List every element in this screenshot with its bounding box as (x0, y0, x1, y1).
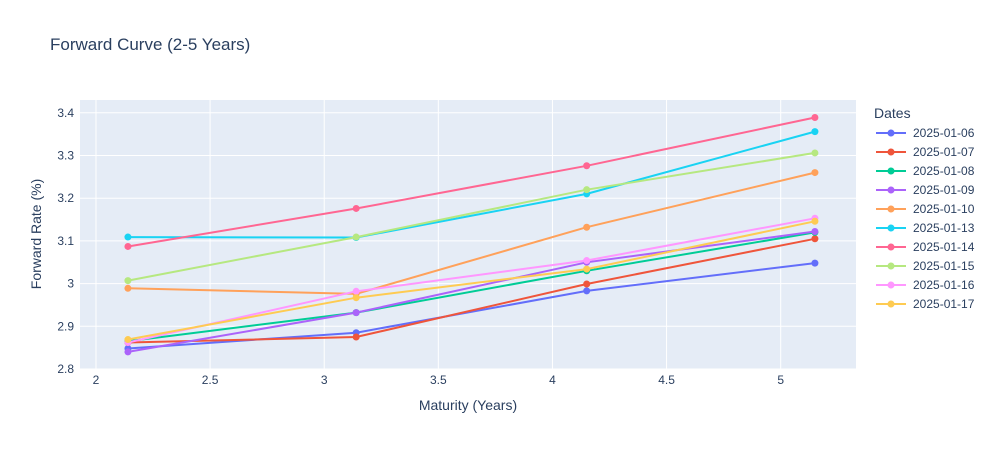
legend-label: 2025-01-08 (913, 164, 975, 178)
data-point (583, 223, 591, 231)
data-point (124, 336, 132, 344)
y-tick-label: 3 (67, 277, 74, 291)
data-point (352, 294, 360, 302)
legend-label: 2025-01-13 (913, 221, 975, 235)
legend-item[interactable]: 2025-01-16 (876, 278, 975, 292)
legend-item[interactable]: 2025-01-07 (876, 145, 975, 159)
x-axis-title: Maturity (Years) (419, 397, 517, 413)
data-point (583, 257, 591, 265)
x-tick-label: 4 (549, 373, 556, 387)
series-line (127, 151, 816, 282)
legend-item[interactable]: 2025-01-08 (876, 164, 975, 178)
series-2025-01-17 (124, 217, 819, 344)
data-point (811, 217, 819, 225)
series-2025-01-15 (124, 149, 819, 285)
x-axis-ticks: 2 2.5 3 3.5 4 4.5 5 (93, 373, 785, 387)
legend-swatch-marker (887, 186, 895, 194)
series-line (127, 237, 816, 344)
legend-item[interactable]: 2025-01-09 (876, 183, 975, 197)
data-point (583, 186, 591, 194)
legend-item[interactable]: 2025-01-14 (876, 240, 975, 254)
series-line (127, 171, 816, 295)
data-point (583, 280, 591, 288)
x-tick-label: 3 (321, 373, 328, 387)
legend-swatch-marker (887, 281, 895, 289)
series-line (127, 217, 816, 344)
legend-item[interactable]: 2025-01-13 (876, 221, 975, 235)
series-line (127, 130, 816, 239)
data-point (583, 162, 591, 170)
data-point (811, 259, 819, 267)
legend-swatch-marker (887, 148, 895, 156)
legend-item[interactable]: 2025-01-10 (876, 202, 975, 216)
y-tick-label: 3.2 (57, 191, 74, 205)
data-point (583, 265, 591, 273)
series-line (127, 220, 816, 341)
legend-swatch-marker (887, 129, 895, 137)
legend-label: 2025-01-09 (913, 183, 975, 197)
legend-swatch-marker (887, 224, 895, 232)
legend-swatch-marker (887, 300, 895, 308)
data-point (352, 333, 360, 341)
data-point (811, 114, 819, 122)
legend-swatch-marker (887, 205, 895, 213)
legend-label: 2025-01-06 (913, 126, 975, 140)
x-tick-label: 2 (93, 373, 100, 387)
chart-title: Forward Curve (2-5 Years) (50, 35, 250, 54)
data-point (811, 235, 819, 243)
data-point (124, 284, 132, 292)
x-tick-label: 3.5 (430, 373, 447, 387)
y-tick-label: 2.8 (57, 362, 74, 376)
series-2025-01-16 (124, 214, 819, 347)
x-tick-label: 4.5 (658, 373, 675, 387)
data-point (124, 233, 132, 241)
x-tick-label: 5 (777, 373, 784, 387)
series-line (127, 116, 816, 248)
legend-swatch-marker (887, 167, 895, 175)
legend-label: 2025-01-10 (913, 202, 975, 216)
legend-item[interactable]: 2025-01-06 (876, 126, 975, 140)
y-tick-label: 3.4 (57, 106, 74, 120)
legend-label: 2025-01-17 (913, 297, 975, 311)
data-point (124, 348, 132, 356)
legend-item[interactable]: 2025-01-17 (876, 297, 975, 311)
legend-label: 2025-01-15 (913, 259, 975, 273)
legend-label: 2025-01-14 (913, 240, 975, 254)
y-axis-ticks: 2.8 2.9 3 3.1 3.2 3.3 3.4 (57, 106, 74, 376)
x-tick-label: 2.5 (202, 373, 219, 387)
data-point (124, 242, 132, 250)
legend-label: 2025-01-16 (913, 278, 975, 292)
legend[interactable]: 2025-01-06 2025-01-07 2025-01-08 2025-01-09… (876, 126, 975, 311)
data-point (811, 228, 819, 236)
series-group (124, 114, 819, 356)
data-point (124, 277, 132, 285)
data-point (352, 309, 360, 317)
data-point (811, 149, 819, 157)
data-point (811, 169, 819, 177)
y-axis-title: Forward Rate (%) (28, 179, 44, 289)
series-line (127, 231, 816, 343)
series-2025-01-14 (124, 114, 819, 250)
data-point (352, 233, 360, 241)
y-tick-label: 3.3 (57, 149, 74, 163)
series-line (127, 230, 816, 353)
legend-swatch-marker (887, 262, 895, 270)
legend-title: Dates (874, 105, 911, 121)
legend-item[interactable]: 2025-01-15 (876, 259, 975, 273)
data-point (352, 204, 360, 212)
legend-swatch-marker (887, 243, 895, 251)
data-point (583, 287, 591, 295)
data-point (352, 287, 360, 295)
y-tick-label: 3.1 (57, 234, 74, 248)
data-point (811, 128, 819, 136)
y-tick-label: 2.9 (57, 319, 74, 333)
legend-label: 2025-01-07 (913, 145, 975, 159)
